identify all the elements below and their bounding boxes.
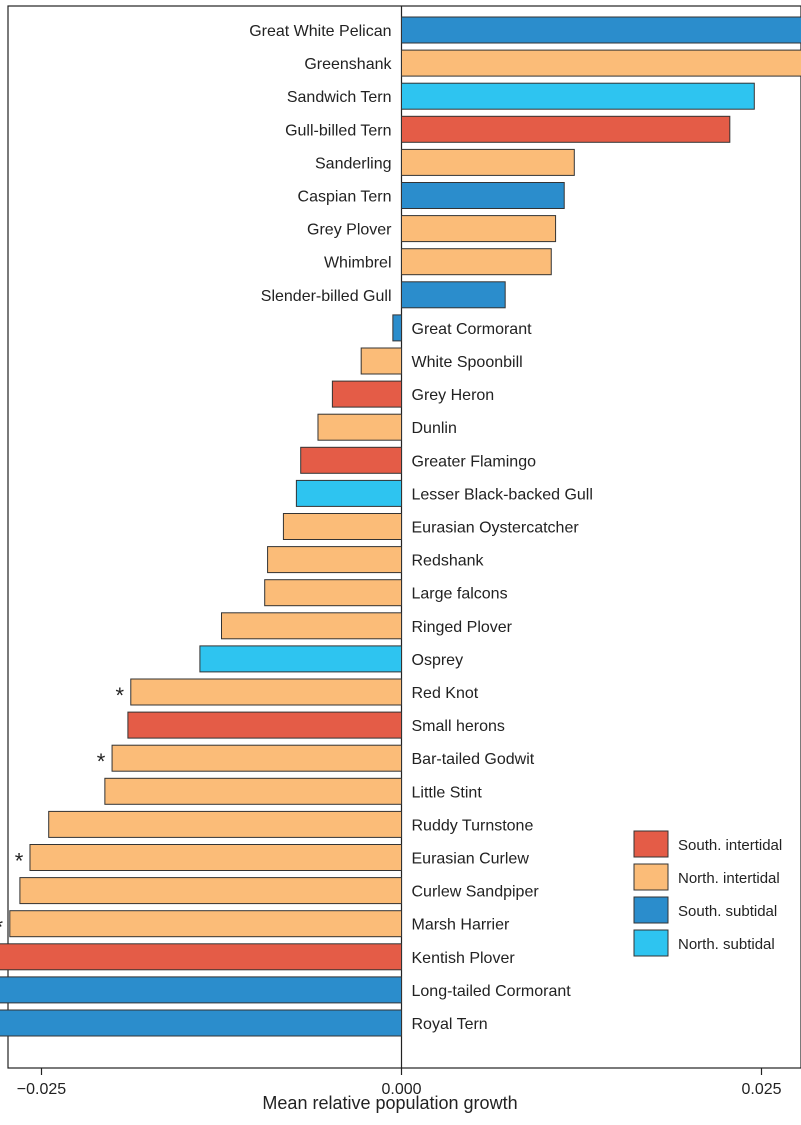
bar — [402, 216, 556, 242]
bar — [105, 778, 402, 804]
bar-label: Long-tailed Cormorant — [412, 983, 572, 1000]
bar — [268, 547, 402, 573]
bar-label: Curlew Sandpiper — [412, 884, 540, 901]
bar — [402, 116, 730, 142]
bar — [318, 414, 402, 440]
bar-label: Greenshank — [304, 56, 392, 73]
bar-label: Caspian Tern — [298, 189, 392, 206]
bar — [402, 183, 565, 209]
bar — [296, 480, 401, 506]
legend-label: South. intertidal — [678, 837, 782, 854]
bar-label: Large falcons — [412, 586, 508, 603]
bar — [0, 977, 402, 1003]
bar-label: Eurasian Curlew — [412, 851, 530, 868]
bar-label: Eurasian Oystercatcher — [412, 520, 580, 537]
bar-label: Bar-tailed Godwit — [412, 751, 535, 768]
legend-swatch — [634, 831, 668, 857]
bar-label: Lesser Black-backed Gull — [412, 486, 593, 503]
legend-swatch — [634, 897, 668, 923]
bar — [0, 944, 402, 970]
legend-label: South. subtidal — [678, 903, 777, 920]
bar-label: Small herons — [412, 718, 505, 735]
bar-label: Sandwich Tern — [287, 89, 392, 106]
bar — [393, 315, 402, 341]
bar-label: Greater Flamingo — [412, 453, 537, 470]
bar — [131, 679, 402, 705]
bar-label: Marsh Harrier — [412, 917, 510, 934]
bar — [49, 811, 402, 837]
bar — [402, 282, 506, 308]
x-tick-label: −0.025 — [17, 1081, 66, 1098]
legend-label: North. subtidal — [678, 936, 775, 953]
significance-marker: * — [0, 915, 4, 940]
legend-swatch — [634, 864, 668, 890]
bar-label: Ringed Plover — [412, 619, 513, 636]
significance-marker: * — [15, 849, 24, 874]
bar-label: White Spoonbill — [412, 354, 523, 371]
bar — [402, 83, 755, 109]
bar — [0, 1010, 402, 1036]
bar-label: Grey Heron — [412, 387, 495, 404]
bar-label: Royal Tern — [412, 1016, 488, 1033]
significance-marker: * — [115, 683, 124, 708]
bar — [128, 712, 402, 738]
bar-label: Dunlin — [412, 420, 457, 437]
bar — [283, 514, 401, 540]
bar-label: Little Stint — [412, 784, 483, 801]
bar-label: Osprey — [412, 652, 464, 669]
bar — [200, 646, 402, 672]
bar — [402, 149, 575, 175]
bar — [301, 447, 402, 473]
bar-label: Slender-billed Gull — [261, 288, 392, 305]
bar-label: Sanderling — [315, 155, 392, 172]
bar-label: Grey Plover — [307, 222, 392, 239]
x-tick-label: 0.025 — [741, 1081, 781, 1098]
bar — [222, 613, 402, 639]
x-axis-title: Mean relative population growth — [262, 1093, 517, 1113]
bar-label: Gull-billed Tern — [285, 122, 391, 139]
bar-label: Redshank — [412, 553, 485, 570]
significance-marker: * — [97, 749, 106, 774]
bar — [10, 911, 402, 937]
bar — [402, 17, 801, 43]
bar — [265, 580, 402, 606]
bar — [30, 845, 402, 871]
bar-label: Ruddy Turnstone — [412, 817, 534, 834]
bar — [112, 745, 401, 771]
bar — [361, 348, 401, 374]
bar-label: Red Knot — [412, 685, 479, 702]
bar — [332, 381, 401, 407]
bar — [20, 878, 402, 904]
bar-label: Great White Pelican — [249, 23, 391, 40]
bar-label: Great Cormorant — [412, 321, 533, 338]
bar — [402, 50, 801, 76]
bar-label: Kentish Plover — [412, 950, 516, 967]
legend-swatch — [634, 930, 668, 956]
legend-label: North. intertidal — [678, 870, 780, 887]
legend: South. intertidal North. intertidal South.… — [634, 831, 782, 956]
bar-label: Whimbrel — [324, 255, 392, 272]
bar — [402, 249, 552, 275]
